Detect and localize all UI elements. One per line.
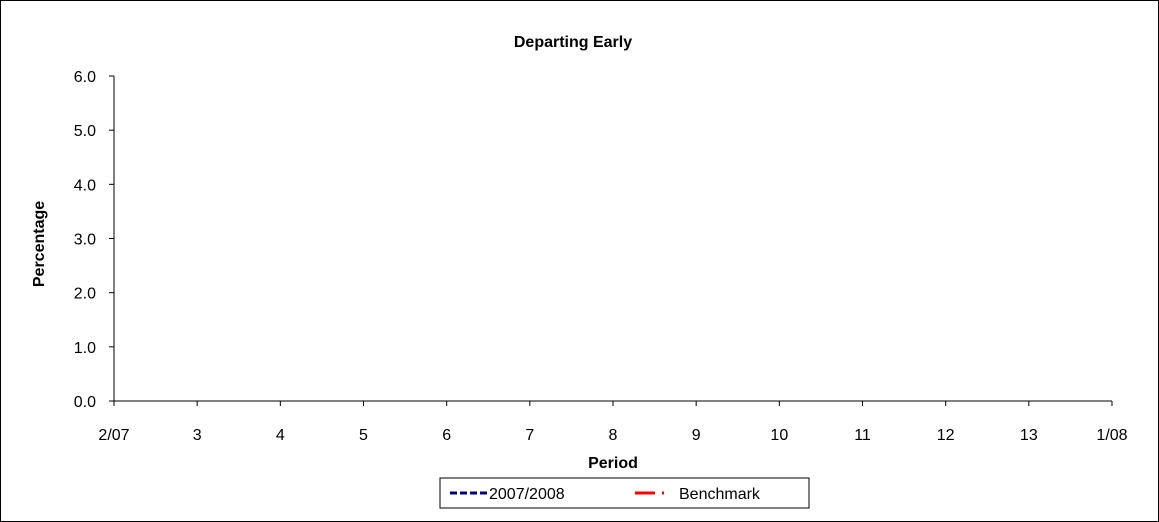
legend-label-benchmark: Benchmark	[679, 486, 761, 503]
y-tick-label: 4.0	[74, 177, 96, 194]
y-tick-label: 5.0	[74, 123, 96, 140]
x-tick-label: 3	[193, 427, 202, 444]
x-tick-label: 1/08	[1096, 427, 1127, 444]
x-tick-label: 9	[692, 427, 701, 444]
x-tick-label: 6	[442, 427, 451, 444]
legend-label-2007-2008: 2007/2008	[489, 486, 565, 503]
legend-box	[439, 477, 810, 509]
y-tick-label: 6.0	[74, 69, 96, 86]
x-tick-label: 4	[276, 427, 285, 444]
y-tick-label: 0.0	[74, 394, 96, 411]
x-tick-label: 13	[1020, 427, 1038, 444]
y-ticks: 0.0 1.0 2.0 3.0 4.0 5.0 6.0	[74, 69, 114, 411]
x-tick-label: 12	[937, 427, 955, 444]
x-ticks: 2/07 3 4 5 6 7 8 9 10 11 12 13 1/08	[98, 401, 1128, 444]
x-axis-title: Period	[588, 455, 638, 472]
x-tick-label: 7	[525, 427, 534, 444]
y-tick-label: 1.0	[74, 340, 96, 357]
y-tick-label: 3.0	[74, 232, 96, 249]
y-tick-label: 2.0	[74, 286, 96, 303]
x-tick-label: 2/07	[98, 427, 129, 444]
chart-title: Departing Early	[514, 34, 632, 51]
x-tick-label: 8	[609, 427, 618, 444]
legend: 2007/2008 Benchmark	[439, 477, 810, 509]
x-tick-label: 10	[770, 427, 788, 444]
y-axis-title: Percentage	[31, 201, 48, 287]
x-tick-label: 11	[854, 427, 871, 444]
x-tick-label: 5	[359, 427, 368, 444]
